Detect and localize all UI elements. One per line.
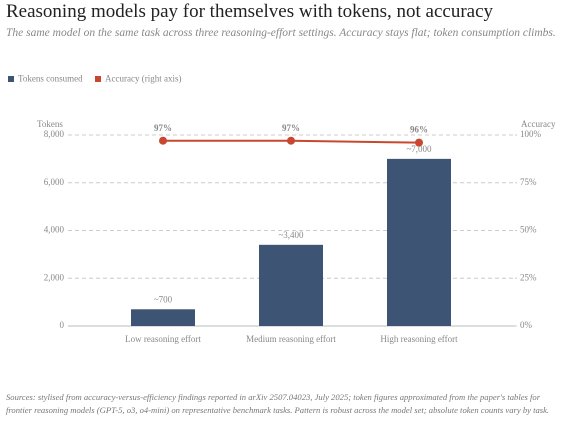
source-note: Sources: stylised from accuracy-versus-e…: [6, 392, 550, 415]
legend-label: Accuracy (right axis): [105, 74, 181, 84]
y2-tick-label: 50%: [520, 225, 537, 235]
y-tick-label: 4,000: [44, 225, 65, 235]
x-tick-label: Low reasoning effort: [125, 334, 201, 344]
y-tick-label: 2,000: [44, 272, 65, 282]
legend-swatch: [95, 76, 101, 82]
y2-tick-label: 0%: [520, 320, 533, 330]
data-label: 96%: [410, 125, 428, 135]
y-tick-label: 6,000: [44, 177, 65, 187]
y2-tick-label: 25%: [520, 272, 537, 282]
data-label: ~7,000: [406, 144, 432, 154]
bar: [131, 309, 195, 326]
x-tick-label: High reasoning effort: [380, 334, 458, 344]
point: [287, 136, 295, 145]
chart-title: Reasoning models pay for themselves with…: [6, 1, 494, 22]
y2-tick-label: 75%: [520, 177, 537, 187]
y2-tick-label: 100%: [520, 129, 542, 139]
y2-axis-label: Accuracy: [521, 119, 556, 129]
legend-label: Tokens consumed: [18, 74, 83, 84]
data-label: 97%: [154, 123, 172, 133]
point: [415, 138, 423, 147]
legend-swatch: [8, 76, 14, 82]
chart-subtitle: The same model on the same task across t…: [6, 27, 556, 39]
y-tick-label: 8,000: [44, 129, 65, 139]
bar: [387, 158, 451, 326]
data-label: ~700: [154, 294, 173, 304]
y-tick-label: 0: [60, 320, 65, 330]
data-label: 97%: [282, 123, 300, 133]
y-axis-label: Tokens: [37, 119, 63, 129]
data-label: ~3,400: [278, 230, 304, 240]
bar: [259, 244, 323, 326]
chart: Tokens consumed Accuracy (right axis) Toke…: [8, 74, 556, 344]
x-tick-label: Medium reasoning effort: [246, 334, 336, 344]
point: [159, 136, 167, 145]
